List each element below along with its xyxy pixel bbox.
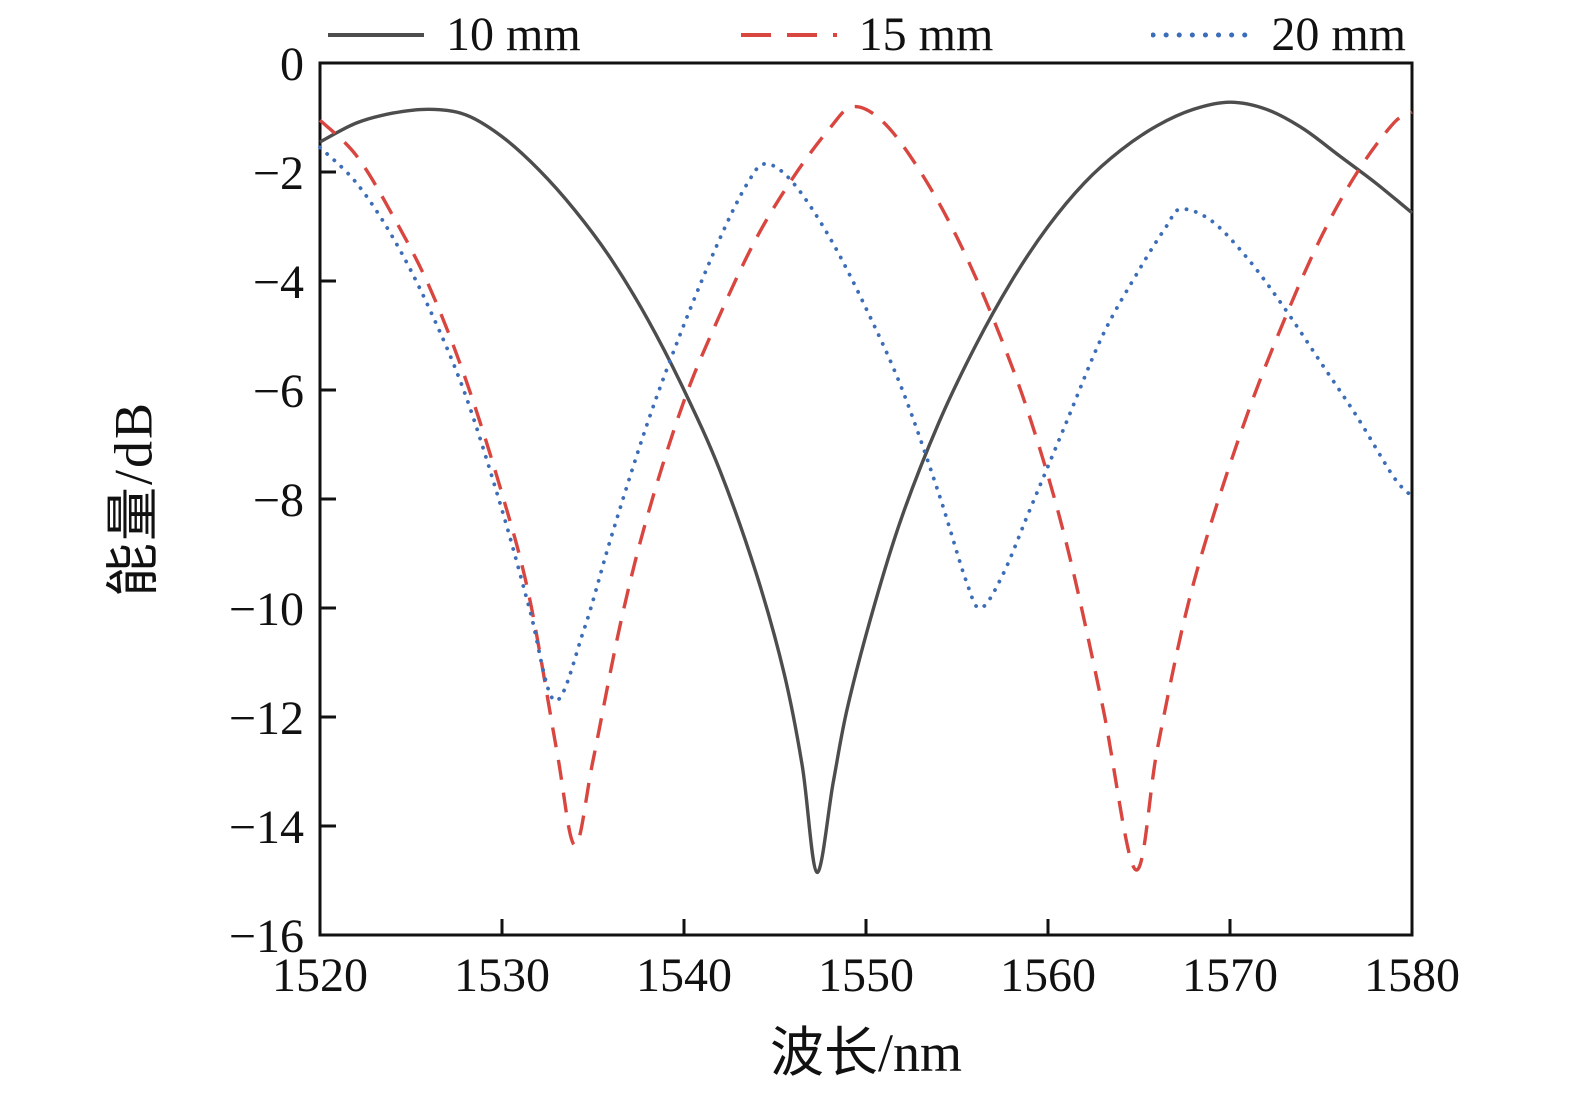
legend-item-20-mm: 20 mm [1151, 11, 1406, 59]
x-axis-tick-label: 1540 [636, 949, 732, 1002]
legend-line-sample-dashed-icon [740, 33, 837, 37]
y-axis-title: 能量/dB [103, 400, 164, 598]
y-axis-tick-label: −2 [253, 147, 304, 200]
legend-item-10-mm: 10 mm [326, 11, 581, 59]
y-axis-tick-label: 0 [280, 38, 304, 91]
plot-border [318, 61, 1414, 937]
x-axis-tick-label: 1560 [1000, 949, 1096, 1002]
x-axis-tick-label: 1580 [1364, 949, 1460, 1002]
y-axis-tick-label: −4 [253, 256, 304, 309]
x-axis-tick-label: 1550 [818, 949, 914, 1002]
legend-label: 20 mm [1271, 8, 1406, 61]
y-axis-tick-label: −10 [229, 583, 304, 636]
legend-label: 10 mm [446, 8, 581, 61]
series-line-10-mm [319, 100, 1414, 875]
legend-line-sample-solid-icon [328, 33, 424, 37]
x-axis-tick-label: 1530 [454, 949, 550, 1002]
y-axis-tick-label: −6 [253, 365, 304, 418]
y-axis-tick-label: −16 [229, 910, 304, 963]
series-line-20-mm [318, 145, 1414, 703]
x-axis-tick-label: 1570 [1182, 949, 1278, 1002]
chart-legend: 10 mm 15 mm 20 mm [320, 6, 1412, 64]
legend-label: 15 mm [858, 8, 994, 61]
x-axis-tick-label: 1520 [272, 949, 368, 1002]
y-axis-tick-label: −12 [229, 692, 304, 745]
y-axis-tick-label: −14 [229, 801, 304, 854]
legend-item-15-mm: 15 mm [739, 8, 994, 61]
x-axis-title: 波长/nm [769, 1023, 962, 1083]
y-axis-tick-label: −8 [253, 474, 304, 527]
legend-line-sample-dotted-icon [1151, 32, 1252, 38]
series-line-15-mm [318, 104, 1413, 872]
